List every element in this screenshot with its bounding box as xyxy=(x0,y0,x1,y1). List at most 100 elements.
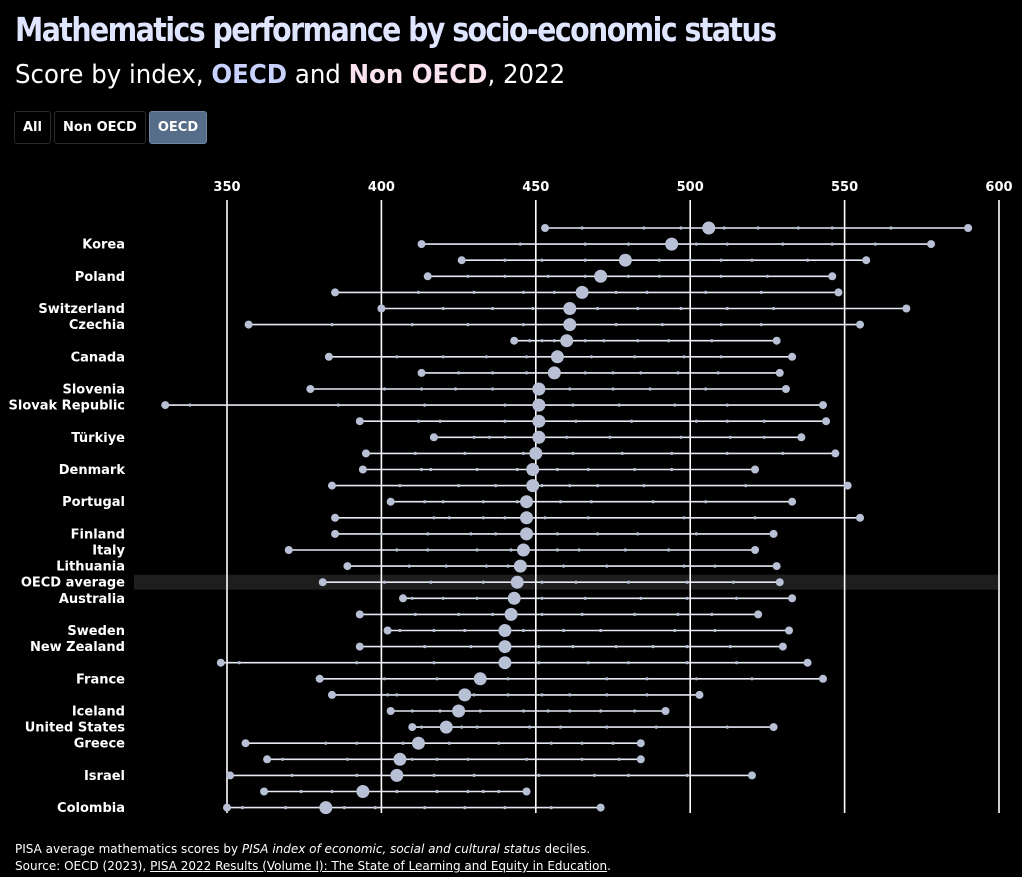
decile-dot xyxy=(713,564,717,568)
row-switzerland: Switzerland xyxy=(38,302,911,317)
min-dot xyxy=(541,224,550,232)
min-dot xyxy=(377,304,386,313)
decile-dot xyxy=(586,516,590,520)
row-korea: Korea xyxy=(82,237,936,253)
decile-dot xyxy=(438,709,442,713)
decile-dot xyxy=(599,628,603,633)
decile-dot xyxy=(762,435,766,439)
source-link[interactable]: PISA 2022 Results (Volume I): The State … xyxy=(150,859,608,873)
min-dot xyxy=(324,352,333,361)
decile-dot xyxy=(750,258,754,262)
decile-dot xyxy=(571,645,575,649)
footer-note-prefix: PISA average mathematics scores by xyxy=(15,842,242,856)
max-dot xyxy=(772,336,781,345)
decile-dot xyxy=(685,596,689,600)
row-colombia: Colombia xyxy=(57,801,605,816)
min-dot xyxy=(284,546,293,554)
decile-dot xyxy=(685,773,689,778)
decile-dot xyxy=(626,274,631,278)
decile-dot xyxy=(484,355,488,359)
decile-dot xyxy=(410,323,414,327)
decile-dot xyxy=(540,258,544,262)
decile-dot xyxy=(423,500,427,504)
average-dot xyxy=(498,656,512,670)
row-sweden: Sweden xyxy=(67,624,794,639)
average-dot xyxy=(356,785,370,798)
max-dot xyxy=(797,433,806,442)
decile-dot xyxy=(494,484,498,488)
row-unlabeled-29 xyxy=(327,688,704,702)
decile-dot xyxy=(636,306,640,311)
row-unlabeled-12 xyxy=(355,414,831,428)
footer-source-suffix: . xyxy=(607,859,611,873)
decile-dot xyxy=(457,612,461,616)
max-dot xyxy=(781,385,790,393)
footer-note-suffix: deciles. xyxy=(540,842,591,856)
decile-dot xyxy=(830,226,834,230)
decile-dot xyxy=(460,725,464,729)
decile-dot xyxy=(651,500,655,504)
decile-dot xyxy=(382,387,387,391)
decile-dot xyxy=(636,339,640,343)
average-dot xyxy=(526,463,540,476)
max-dot xyxy=(769,723,778,732)
decile-dot xyxy=(413,451,417,455)
min-dot xyxy=(161,401,170,410)
decile-dot xyxy=(728,645,732,649)
decile-dot xyxy=(506,677,510,681)
average-dot xyxy=(547,366,561,380)
min-dot xyxy=(223,803,231,812)
row-finland: Finland xyxy=(71,527,778,542)
decile-dot xyxy=(704,500,708,504)
decile-dot xyxy=(762,419,766,423)
decile-dot xyxy=(237,661,241,665)
decile-dot xyxy=(623,548,627,552)
decile-dot xyxy=(497,789,501,794)
decile-dot xyxy=(642,484,646,488)
decile-dot xyxy=(290,773,294,778)
filter-all-button[interactable]: All xyxy=(14,111,51,144)
average-dot xyxy=(498,624,512,637)
filter-oecd-button[interactable]: OECD xyxy=(148,111,208,144)
max-dot xyxy=(964,224,973,232)
decile-dot xyxy=(568,709,572,713)
decile-dot xyxy=(756,226,760,230)
row-unlabeled-7 xyxy=(510,334,781,348)
decile-dot xyxy=(583,274,587,278)
row-label: Slovenia xyxy=(62,383,125,398)
decile-dot xyxy=(537,661,541,665)
average-dot xyxy=(411,736,425,750)
decile-dot xyxy=(555,532,560,536)
decile-dot xyxy=(617,757,621,761)
decile-dot xyxy=(503,258,507,262)
min-dot xyxy=(327,481,336,490)
decile-dot xyxy=(595,306,600,311)
decile-dot xyxy=(549,741,553,745)
decile-dot xyxy=(552,290,556,294)
row-label: Colombia xyxy=(57,801,125,816)
filter-non-oecd-button[interactable]: Non OECD xyxy=(53,111,146,144)
min-dot xyxy=(510,336,519,345)
decile-dot xyxy=(528,725,532,729)
decile-dot xyxy=(673,403,677,407)
max-dot xyxy=(818,401,827,410)
row-unlabeled-14 xyxy=(361,446,840,460)
decile-dot xyxy=(642,226,646,230)
decile-dot xyxy=(441,596,445,600)
average-dot xyxy=(532,398,546,412)
decile-dot xyxy=(725,451,729,455)
decile-dot xyxy=(759,290,763,294)
average-dot xyxy=(507,591,521,605)
decile-dot xyxy=(620,451,624,455)
decile-dot xyxy=(503,516,507,520)
decile-dot xyxy=(636,532,640,536)
average-dot xyxy=(390,768,404,782)
decile-dot xyxy=(577,548,581,552)
max-dot xyxy=(856,320,865,329)
decile-dot xyxy=(410,596,414,600)
decile-dot xyxy=(750,677,754,681)
min-dot xyxy=(457,256,466,265)
row-label: OECD average xyxy=(21,576,125,591)
row-label: United States xyxy=(25,721,126,736)
decile-dot xyxy=(382,677,387,681)
